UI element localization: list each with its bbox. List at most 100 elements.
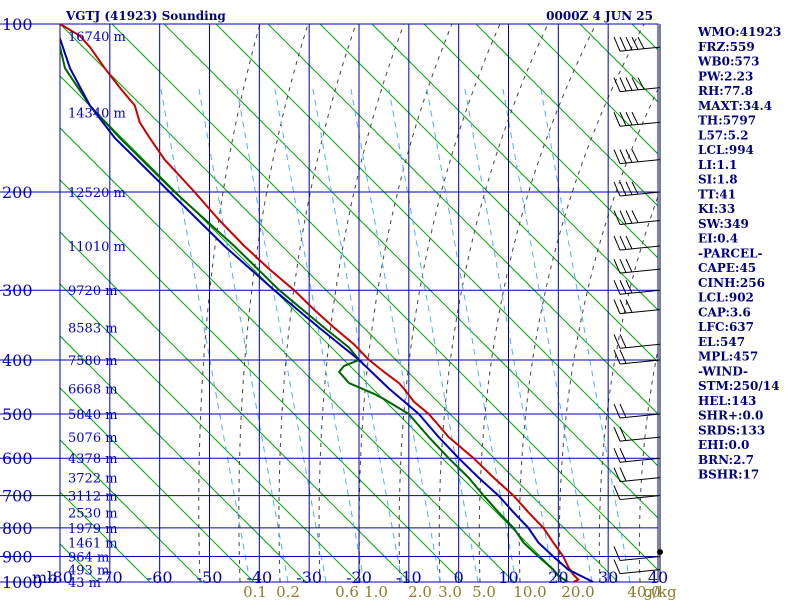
dry-adiabat-line bbox=[60, 439, 203, 582]
wind-barb-feather bbox=[613, 258, 621, 274]
temperature-tick-label: -60 bbox=[147, 568, 173, 587]
height-label: 12520 m bbox=[68, 186, 126, 201]
temperature-tick-label: -40 bbox=[246, 568, 272, 587]
wind-barb-feather bbox=[619, 467, 627, 482]
wind-barb bbox=[613, 403, 661, 419]
wind-barb-staff bbox=[619, 436, 661, 442]
wind-barb bbox=[613, 299, 661, 315]
wind-barb-feather bbox=[613, 426, 621, 442]
mixing-ratio-label: 3.0 bbox=[438, 583, 462, 600]
moist-adiabat-line bbox=[198, 24, 261, 582]
height-label: 4378 m bbox=[68, 452, 118, 467]
stability-index-item: MPL:457 bbox=[698, 350, 758, 364]
wind-barb-feather bbox=[637, 77, 645, 90]
height-label: 8583 m bbox=[68, 322, 118, 337]
pressure-tick-label: 200 bbox=[2, 183, 33, 202]
temperature-tick-label: -30 bbox=[296, 568, 322, 587]
wind-barb bbox=[613, 280, 661, 295]
y-axis-unit-label: mb bbox=[32, 568, 57, 587]
wind-barb bbox=[613, 210, 661, 226]
moist-adiabat-line bbox=[278, 24, 357, 582]
wind-barb-feather bbox=[625, 149, 633, 163]
temperature-tick-label: 40 bbox=[648, 568, 668, 587]
wind-barb-staff bbox=[619, 457, 661, 463]
wind-barb-feather bbox=[631, 210, 639, 223]
wind-barb-feather bbox=[619, 280, 627, 294]
height-label: 964 m bbox=[68, 550, 109, 565]
wind-barb-feather bbox=[619, 403, 627, 418]
wind-barb-feather bbox=[613, 485, 621, 500]
mixing-ratio-line bbox=[159, 83, 251, 582]
sounding-traces bbox=[60, 24, 594, 582]
wind-barb-feather bbox=[613, 467, 621, 482]
temperature-tick-label: -10 bbox=[396, 568, 422, 587]
wind-barb-staff bbox=[619, 359, 661, 365]
wind-barb-staff bbox=[619, 268, 661, 274]
height-label: 5076 m bbox=[68, 431, 118, 446]
mixing-ratio-label: 0.6 bbox=[335, 583, 359, 600]
mixing-ratio-label: 0.1 bbox=[243, 583, 267, 600]
pressure-temperature-grid bbox=[0, 23, 659, 583]
wind-barb-staff bbox=[619, 191, 661, 197]
height-label: 2530 m bbox=[68, 506, 118, 521]
wind-barb bbox=[613, 334, 661, 349]
stability-index-item: EHI:0.0 bbox=[698, 438, 749, 452]
wind-barb-feather bbox=[613, 77, 621, 92]
wind-barb bbox=[613, 349, 661, 365]
wind-barb-staff bbox=[619, 569, 661, 575]
wind-barb bbox=[613, 77, 661, 93]
stability-index-item: LFC:637 bbox=[698, 320, 754, 334]
wind-barb-staff bbox=[619, 220, 661, 226]
surface-wind-dot bbox=[657, 549, 663, 555]
wind-barb-feather bbox=[619, 210, 627, 225]
stability-index-item: L57:5.2 bbox=[698, 128, 748, 142]
height-label: 14340 m bbox=[68, 106, 126, 121]
wind-barb bbox=[613, 426, 661, 442]
height-label: 1461 m bbox=[68, 537, 118, 552]
mixing-ratio-label: 1.0 bbox=[364, 583, 388, 600]
height-label: 7580 m bbox=[68, 354, 118, 369]
dry-adiabat-line bbox=[60, 335, 307, 582]
dry-adiabat-line bbox=[475, 24, 658, 207]
moist-adiabat-line bbox=[358, 24, 453, 582]
chart-title: VGTJ (41923) Sounding bbox=[65, 9, 226, 23]
dry-adiabat-line bbox=[60, 387, 255, 582]
stability-index-item: MAXT:34.4 bbox=[698, 99, 772, 113]
stability-index-item: KI:33 bbox=[698, 202, 735, 216]
height-label: 493 m bbox=[68, 564, 109, 579]
stability-index-item: BRN:2.7 bbox=[698, 453, 754, 467]
wind-barb-feather bbox=[613, 349, 621, 365]
moist-adiabat-line bbox=[518, 24, 645, 582]
wind-barb-staff bbox=[619, 495, 661, 501]
wind-barb bbox=[613, 149, 661, 165]
pressure-tick-label: 300 bbox=[2, 281, 33, 300]
wind-barb-feather bbox=[613, 280, 621, 295]
wind-barbs bbox=[613, 24, 663, 582]
stability-index-item: EI:0.4 bbox=[698, 232, 738, 246]
wind-barb-staff bbox=[619, 289, 661, 295]
wind-barb-feather bbox=[631, 181, 639, 195]
height-label: 11010 m bbox=[68, 240, 126, 255]
wind-barb bbox=[613, 546, 661, 561]
mixing-ratio-label: 0.2 bbox=[276, 583, 300, 600]
stability-index-item: SRDS:133 bbox=[698, 423, 765, 437]
wind-barb bbox=[613, 258, 661, 274]
moist-adiabat-line bbox=[478, 24, 597, 582]
wind-barb-feather bbox=[613, 149, 621, 164]
moist-adiabat-line bbox=[398, 24, 501, 582]
dry-adiabat-line bbox=[60, 231, 411, 582]
height-label: 16740 m bbox=[68, 30, 126, 45]
temperature-tick-label: 30 bbox=[598, 568, 618, 587]
pressure-tick-label: 1000 bbox=[2, 573, 43, 592]
wind-barb-feather bbox=[619, 181, 627, 196]
stability-index-item: WMO:41923 bbox=[697, 25, 781, 39]
wind-barb bbox=[613, 235, 661, 251]
wind-barb-feather bbox=[613, 210, 621, 225]
mixing-ratio-line bbox=[235, 83, 327, 582]
mixing-ratio-line bbox=[197, 83, 289, 582]
wind-barb-feather bbox=[631, 149, 639, 163]
moist-adiabat-line bbox=[318, 24, 405, 582]
height-label: 3722 m bbox=[68, 472, 118, 487]
